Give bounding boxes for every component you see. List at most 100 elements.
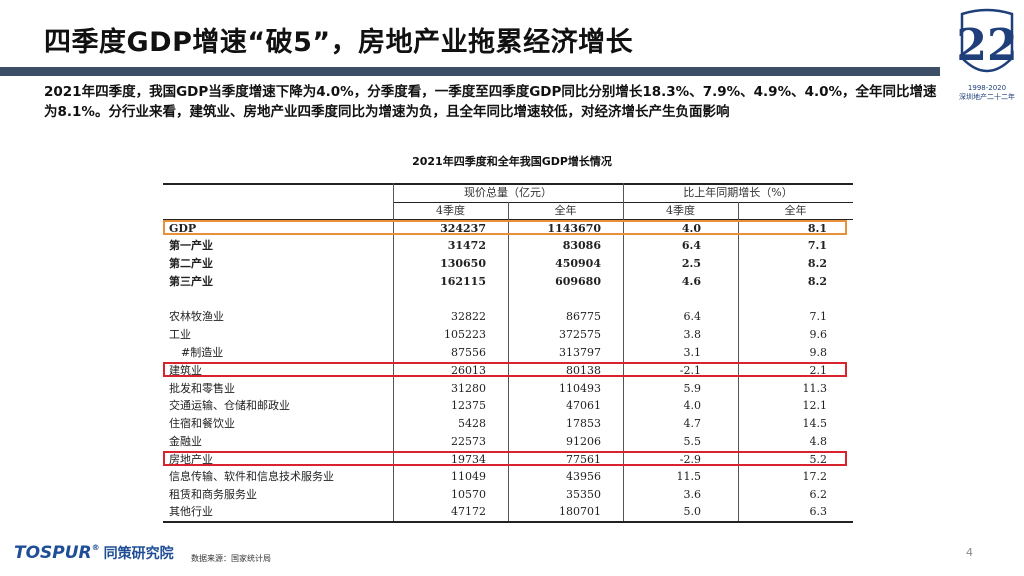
cell-year-amount: 86775: [566, 310, 601, 323]
cell-year-amount: 609680: [555, 275, 601, 288]
table-title: 2021年四季度和全年我国GDP增长情况: [412, 155, 612, 168]
cell-year-growth: 12.1: [802, 399, 828, 412]
cell-year-growth: 5.2: [809, 453, 828, 466]
cell-year-amount: 91206: [566, 435, 601, 448]
col-divider: [623, 183, 624, 521]
cell-q4-growth: 2.5: [681, 257, 701, 270]
group-header-growth: 比上年同期增长（%）: [683, 186, 793, 199]
cell-year-growth: 8.2: [807, 275, 827, 288]
cell-year-amount: 47061: [566, 399, 601, 412]
cell-year-growth: 14.5: [802, 417, 828, 430]
row-name: 第三产业: [169, 275, 213, 288]
cell-q4-amount: 12375: [451, 399, 486, 412]
cell-q4-growth: 3.1: [683, 346, 702, 359]
highlight-construction-row: [163, 362, 847, 377]
cell-year-growth: 9.8: [809, 346, 828, 359]
row-name: GDP: [169, 222, 197, 235]
cell-q4-growth: 3.8: [683, 328, 702, 341]
row-name: 其他行业: [169, 505, 213, 518]
cell-q4-growth: -2.1: [679, 364, 701, 377]
col-divider: [508, 202, 509, 521]
cell-q4-growth: 4.7: [683, 417, 702, 430]
cell-q4-amount: 19734: [451, 453, 486, 466]
col-divider: [393, 183, 394, 521]
sub-header-q4-growth: 4季度: [666, 204, 695, 217]
row-name: 租赁和商务服务业: [169, 488, 257, 501]
anniversary-emblem-icon: 22: [956, 8, 1018, 73]
cell-year-amount: 450904: [555, 257, 601, 270]
cell-year-growth: 9.6: [809, 328, 828, 341]
cell-year-growth: 6.2: [809, 488, 828, 501]
cell-q4-growth: 11.5: [676, 470, 702, 483]
cell-year-amount: 372575: [559, 328, 601, 341]
row-name: 工业: [169, 328, 191, 341]
gdp-table: 现价总量（亿元） 比上年同期增长（%） 4季度 全年 4季度 全年 GDP 32…: [163, 183, 853, 524]
cell-year-amount: 1143670: [547, 222, 601, 235]
cell-year-growth: 11.3: [802, 382, 828, 395]
cell-q4-growth: 4.0: [681, 222, 701, 235]
cell-q4-growth: 5.5: [683, 435, 702, 448]
row-name: 房地产业: [169, 453, 213, 466]
cell-q4-amount: 22573: [451, 435, 486, 448]
cell-q4-growth: 6.4: [683, 310, 702, 323]
cell-q4-amount: 11049: [451, 470, 486, 483]
cell-q4-growth: 4.6: [681, 275, 701, 288]
cell-q4-growth: 4.0: [683, 399, 702, 412]
cell-year-amount: 77561: [566, 453, 601, 466]
logo-number: 22: [956, 20, 1017, 71]
row-name: 信息传输、软件和信息技术服务业: [169, 470, 334, 483]
row-name: 金融业: [169, 435, 202, 448]
table-top-rule: [163, 183, 853, 185]
cell-year-amount: 80138: [566, 364, 601, 377]
footer-brand-logo: TOSPUR® 同策研究院: [14, 543, 174, 563]
row-name: 交通运输、仓储和邮政业: [169, 399, 290, 412]
cell-year-growth: 2.1: [809, 364, 828, 377]
cell-year-amount: 83086: [562, 239, 601, 252]
table-bottom-rule: [163, 521, 853, 523]
cell-q4-amount: 26013: [451, 364, 486, 377]
row-name: 住宿和餐饮业: [169, 417, 235, 430]
brand-registered-mark: ®: [91, 543, 100, 552]
row-name: 第一产业: [169, 239, 213, 252]
cell-year-growth: 8.1: [807, 222, 827, 235]
cell-q4-growth: 3.6: [683, 488, 702, 501]
cell-q4-amount: 130650: [440, 257, 486, 270]
cell-q4-amount: 31472: [447, 239, 486, 252]
sub-header-year-amount: 全年: [554, 204, 577, 217]
title-bar: [0, 67, 940, 76]
page-number: 4: [966, 546, 973, 559]
cell-q4-amount: 10570: [451, 488, 486, 501]
cell-q4-growth: 6.4: [681, 239, 701, 252]
cell-year-amount: 180701: [559, 505, 601, 518]
cell-year-growth: 7.1: [807, 239, 827, 252]
highlight-gdp-row: [163, 220, 847, 235]
row-name: 建筑业: [169, 364, 202, 377]
brand-chinese-name: 同策研究院: [103, 546, 174, 562]
cell-year-growth: 8.2: [807, 257, 827, 270]
cell-q4-growth: 5.0: [683, 505, 702, 518]
brand-wordmark: TOSPUR: [14, 543, 92, 563]
row-name: 批发和零售业: [169, 382, 235, 395]
cell-year-amount: 313797: [559, 346, 601, 359]
group-header-amount: 现价总量（亿元）: [464, 186, 552, 199]
cell-q4-growth: -2.9: [679, 453, 701, 466]
row-name: 农林牧渔业: [169, 310, 224, 323]
cell-year-growth: 4.8: [809, 435, 828, 448]
anniversary-logo: 22 1998-2020 深圳地产二十二年: [954, 8, 1020, 104]
summary-text: 2021年四季度，我国GDP当季度增速下降为4.0%，分季度看，一季度至四季度G…: [44, 84, 937, 120]
cell-q4-amount: 47172: [451, 505, 486, 518]
cell-q4-amount: 32822: [451, 310, 486, 323]
row-name: #制造业: [181, 346, 224, 359]
slide-title: 四季度GDP增速“破5”，房地产业拖累经济增长: [44, 27, 634, 58]
cell-year-amount: 17853: [566, 417, 601, 430]
cell-q4-amount: 324237: [440, 222, 486, 235]
sub-header-q4-amount: 4季度: [436, 204, 465, 217]
logo-caption: 深圳地产二十二年: [959, 93, 1015, 101]
row-name: 第二产业: [169, 257, 213, 270]
cell-year-amount: 43956: [566, 470, 601, 483]
data-source-note: 数据来源：国家统计局: [191, 554, 271, 563]
cell-q4-amount: 162115: [440, 275, 486, 288]
sub-header-year-growth: 全年: [784, 204, 807, 217]
cell-q4-growth: 5.9: [683, 382, 702, 395]
cell-year-growth: 7.1: [809, 310, 828, 323]
